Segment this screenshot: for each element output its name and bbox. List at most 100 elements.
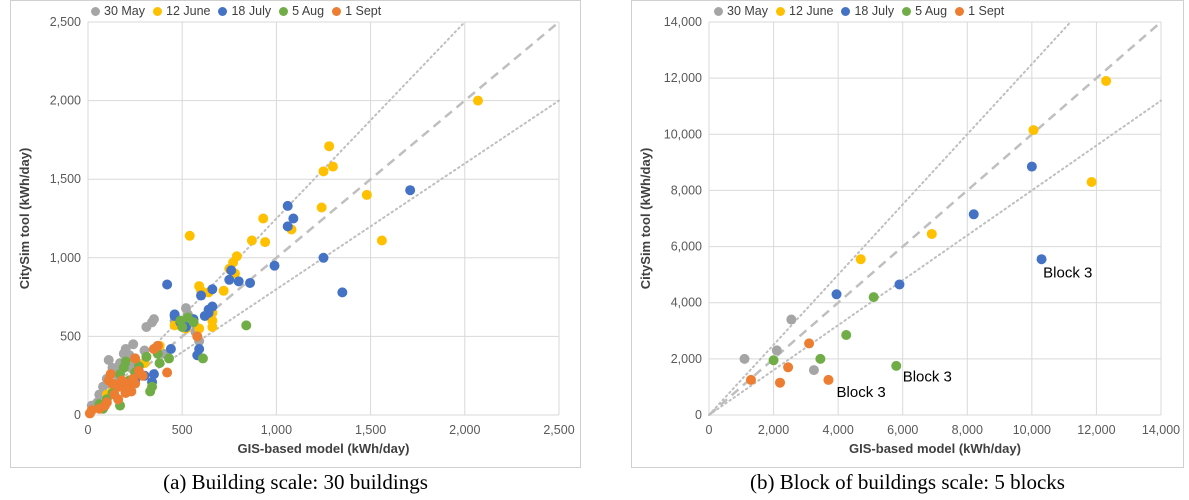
y-tick-label: 2,000 [671,352,702,366]
data-point [361,189,372,200]
legend-marker-icon [218,6,228,16]
x-tick-label: 2,500 [543,423,574,437]
legend-item: 1 Sept [955,4,1004,18]
legend-label: 12 June [789,4,834,18]
legend-label: 18 July [854,4,895,18]
data-point [771,345,782,356]
legend-label: 5 Aug [292,4,325,18]
data-point [162,279,173,290]
data-point [472,95,483,106]
data-point [245,277,256,288]
y-tick-label: 6,000 [671,240,702,254]
y-tick-label: 1,000 [50,251,81,265]
data-point [130,378,141,389]
x-axis-title: GIS-based model (kWh/day) [238,441,410,456]
data-point [120,387,131,398]
legend-marker-icon [841,6,851,16]
annotation-label: Block 3 [1043,264,1092,281]
legend-label: 18 July [231,4,272,18]
annotation-label: Block 3 [903,368,952,385]
caption-a: (a) Building scale: 30 buildings [163,470,428,494]
data-point [376,235,387,246]
data-point [165,343,176,354]
caption-b: (b) Block of buildings scale: 5 blocks [750,470,1065,494]
data-point [926,228,937,239]
data-point [841,329,852,340]
data-point [831,289,842,300]
chart-panel-a: 30 May 12 June 18 July 5 Aug 1 Sept 0 500 1,00… [10,0,581,468]
data-point [224,274,235,285]
data-point [241,320,252,331]
x-tick-label: 8,000 [952,423,983,437]
y-tick-label: 1,500 [50,172,81,186]
legend-label: 5 Aug [915,4,948,18]
legend-item: 30 May [91,4,145,18]
data-point [192,331,203,342]
data-point [246,235,257,246]
data-point [768,355,779,366]
legend-item: 12 June [153,4,210,18]
data-point [739,353,750,364]
data-point [1026,161,1037,172]
annotation-label: Block 3 [837,384,886,401]
data-point [94,389,105,400]
y-tick-label: 0 [695,408,702,422]
legend-item: 18 July [841,4,894,18]
legend-label: 30 May [104,4,145,18]
data-point [745,374,756,385]
data-point [197,353,208,364]
data-point [786,314,797,325]
data-point [162,367,173,378]
x-tick-label: 1,500 [355,423,386,437]
legend-item: 5 Aug [279,4,324,18]
data-point [324,141,335,152]
y-tick-label: 0 [74,408,81,422]
data-point [175,315,186,326]
data-point [218,285,229,296]
data-point [148,314,159,325]
legend-marker-icon [332,6,342,16]
data-point [1028,125,1039,136]
data-point [154,358,165,369]
legend-marker-icon [279,6,289,16]
data-point [318,252,329,263]
x-tick-label: 14,000 [1142,423,1180,437]
x-axis-title: GIS-based model (kWh/day) [849,441,1021,456]
legend-label: 1 Sept [345,4,382,18]
data-point [182,312,193,323]
data-point [103,375,114,386]
data-point [823,374,834,385]
chart-b-plot: 0 2,000 4,000 6,000 8,000 10,000 12,000 14,000 0… [638,15,1180,456]
y-tick-label: 2,000 [50,94,81,108]
reference-line-dotted [708,21,1072,416]
data-point [282,200,293,211]
data-point [891,360,902,371]
chart-a-plot: 0 500 1,000 1,500 2,000 2,500 0 500 1,000 1,500 2,… [17,15,575,456]
data-point [113,394,124,405]
chart-b-legend: 30 May 12 June 18 July 5 Aug 1 Sept [714,4,1004,18]
y-tick-label: 8,000 [671,183,702,197]
data-point [775,377,786,388]
x-tick-label: 10,000 [1013,423,1051,437]
legend-marker-icon [153,6,162,16]
data-point [269,260,280,271]
x-tick-label: 6,000 [887,423,918,437]
legend-item: 12 June [776,4,833,18]
data-point [405,185,416,196]
x-tick-label: 12,000 [1077,423,1115,437]
y-axis-title: CitySim tool (kWh/day) [17,148,32,290]
chart-a-legend: 30 May 12 June 18 July 5 Aug 1 Sept [91,4,381,18]
data-point [130,353,141,364]
data-point [164,353,175,364]
data-point [1101,75,1112,86]
data-point [1036,254,1047,265]
data-point [207,321,218,332]
data-point [318,166,329,177]
x-tick-label: 2,000 [758,423,789,437]
data-point [141,351,152,362]
data-point [1086,177,1097,188]
x-tick-label: 0 [85,423,92,437]
legend-item: 18 July [218,4,271,18]
data-point [207,284,218,295]
data-point [258,213,269,224]
